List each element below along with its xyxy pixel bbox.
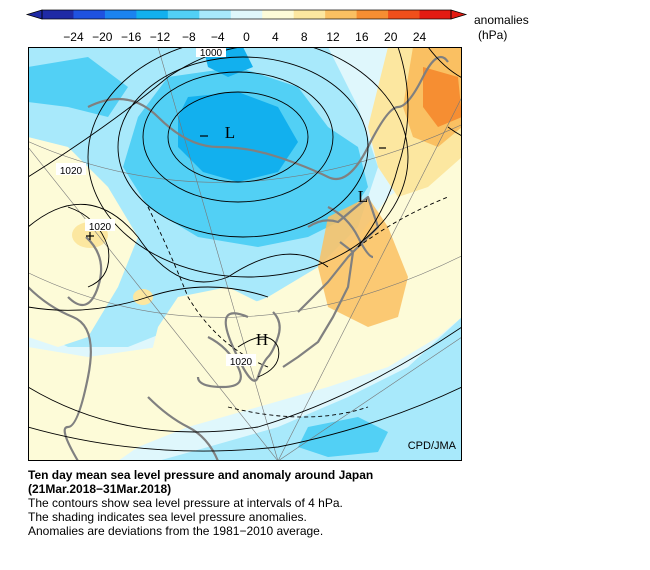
color-bar-tick-label: 24: [413, 30, 427, 44]
color-bar-swatches: [42, 10, 452, 19]
color-bar-swatch: [419, 10, 452, 19]
caption-line-shading: The shading indicates sea level pressure…: [28, 510, 307, 524]
svg-text:1020: 1020: [60, 166, 83, 177]
color-bar-right-arrow: [450, 9, 468, 20]
svg-text:1000: 1000: [200, 48, 223, 59]
color-bar-tick-label: −20: [92, 30, 113, 44]
low-center-north: L: [225, 123, 235, 142]
color-bar-tick-label: 0: [243, 30, 250, 44]
color-bar-swatch: [325, 10, 358, 19]
center-markers: [86, 135, 386, 240]
color-bar-swatch: [293, 10, 326, 19]
map-credit: CPD/JMA: [408, 440, 457, 452]
color-bar-tick-labels: −24 −20 −16 −12 −8 −4 0 4 8 12 16 20 24: [63, 30, 426, 44]
color-bar-tick-label: −16: [121, 30, 142, 44]
color-bar-swatch: [104, 10, 137, 19]
high-center-east-china-sea: H: [256, 330, 268, 349]
color-bar-tick-label: 12: [326, 30, 340, 44]
caption-line-anomalies: Anomalies are deviations from the 1981−2…: [28, 524, 324, 538]
contour-label-1020-small: 1020: [85, 219, 115, 233]
pressure-anomaly-map: 1000 1020 1020 1020 1020 1020: [28, 47, 462, 461]
color-bar-swatch: [167, 10, 200, 19]
coastlines: [28, 55, 449, 461]
color-bar-unit: (hPa): [478, 28, 507, 42]
color-bar-unit-label: anomalies: [474, 13, 529, 27]
color-bar-swatch: [356, 10, 389, 19]
pressure-contours: [28, 47, 462, 452]
color-bar-swatch: [136, 10, 169, 19]
color-bar-swatch: [388, 10, 421, 19]
color-bar-tick-label: −8: [182, 30, 196, 44]
color-bar-swatch: [262, 10, 295, 19]
color-bar-tick-label: 8: [301, 30, 308, 44]
anomaly-color-bar: −24 −20 −16 −12 −8 −4 0 4 8 12 16 20 24 anomalies (h…: [25, 9, 529, 44]
svg-text:1020: 1020: [89, 222, 112, 233]
color-bar-swatch: [230, 10, 263, 19]
color-bar-swatch: [73, 10, 106, 19]
caption-period: (21Mar.2018−31Mar.2018): [28, 482, 172, 496]
caption-title: Ten day mean sea level pressure and anom…: [28, 468, 374, 482]
color-bar-swatch: [42, 10, 74, 19]
contour-label-1020-south: 1020: [226, 354, 256, 368]
color-bar-tick-label: 20: [384, 30, 398, 44]
color-bar-tick-label: −12: [150, 30, 171, 44]
dashed-contours: [147, 196, 449, 418]
color-bar-tick-label: 16: [355, 30, 369, 44]
color-bar-tick-label: −24: [63, 30, 84, 44]
svg-text:1020: 1020: [230, 357, 253, 368]
color-bar-tick-label: 4: [272, 30, 279, 44]
low-center-sakhalin: L: [358, 187, 368, 206]
color-bar-swatch: [199, 10, 232, 19]
contour-label-1000: 1000: [196, 47, 226, 59]
map-frame: [28, 47, 462, 461]
map-caption: Ten day mean sea level pressure and anom…: [28, 468, 628, 538]
color-bar-left-arrow: [25, 9, 43, 20]
anomaly-shading: [28, 47, 462, 461]
contour-label-1020-west: 1020: [56, 163, 86, 177]
caption-line-contours: The contours show sea level pressure at …: [28, 496, 343, 510]
color-bar-frame: [41, 9, 452, 20]
color-bar-tick-label: −4: [211, 30, 225, 44]
